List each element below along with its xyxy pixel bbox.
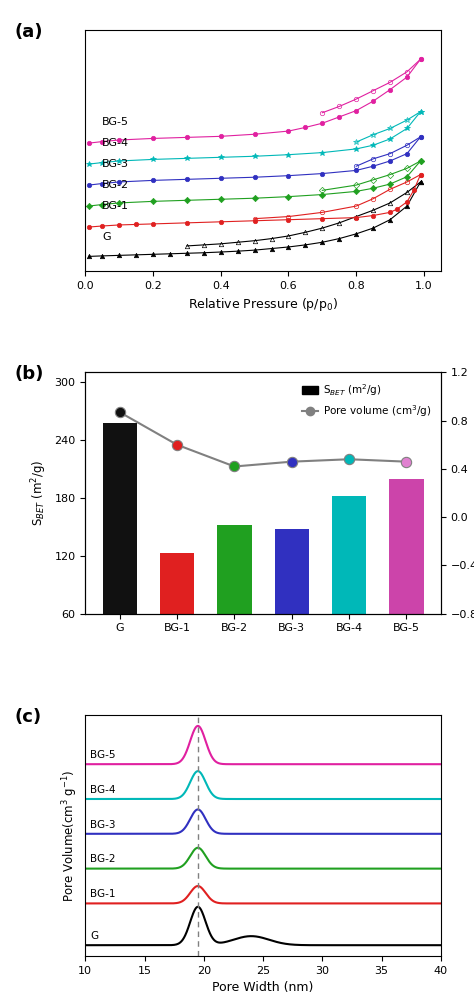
Bar — [160, 553, 194, 671]
Bar — [332, 496, 366, 671]
Text: G: G — [102, 232, 111, 242]
Text: BG-2: BG-2 — [102, 180, 129, 190]
Text: BG-4: BG-4 — [102, 138, 129, 148]
Text: BG-3: BG-3 — [102, 159, 129, 169]
Point — [402, 454, 410, 470]
Text: BG-1: BG-1 — [90, 889, 116, 899]
X-axis label: Pore Width (nm): Pore Width (nm) — [212, 981, 314, 994]
Point — [231, 458, 238, 474]
X-axis label: Relative Pressure (p/p$_0$): Relative Pressure (p/p$_0$) — [188, 297, 338, 314]
Text: BG-5: BG-5 — [102, 118, 129, 127]
Text: BG-4: BG-4 — [90, 785, 116, 795]
Bar — [217, 525, 252, 671]
Point — [345, 451, 353, 467]
Text: G: G — [90, 931, 98, 941]
Legend: S$_{BET}$ (m$^2$/g), Pore volume (cm$^3$/g): S$_{BET}$ (m$^2$/g), Pore volume (cm$^3$… — [298, 377, 436, 422]
Bar — [389, 478, 424, 671]
Text: BG-2: BG-2 — [90, 855, 116, 865]
Y-axis label: Pore Volume(cm$^3$ g$^{-1}$): Pore Volume(cm$^3$ g$^{-1}$) — [60, 770, 80, 901]
Text: BG-5: BG-5 — [90, 750, 116, 760]
Bar — [274, 529, 309, 671]
Text: BG-1: BG-1 — [102, 201, 129, 211]
Text: (a): (a) — [14, 23, 43, 41]
Point — [116, 404, 124, 420]
Point — [173, 437, 181, 453]
Text: (c): (c) — [14, 708, 41, 726]
Text: (b): (b) — [14, 366, 44, 383]
Text: BG-3: BG-3 — [90, 820, 116, 830]
Bar — [102, 422, 137, 671]
Point — [288, 454, 295, 470]
Y-axis label: S$_{BET}$ (m$^2$/g): S$_{BET}$ (m$^2$/g) — [29, 460, 49, 526]
